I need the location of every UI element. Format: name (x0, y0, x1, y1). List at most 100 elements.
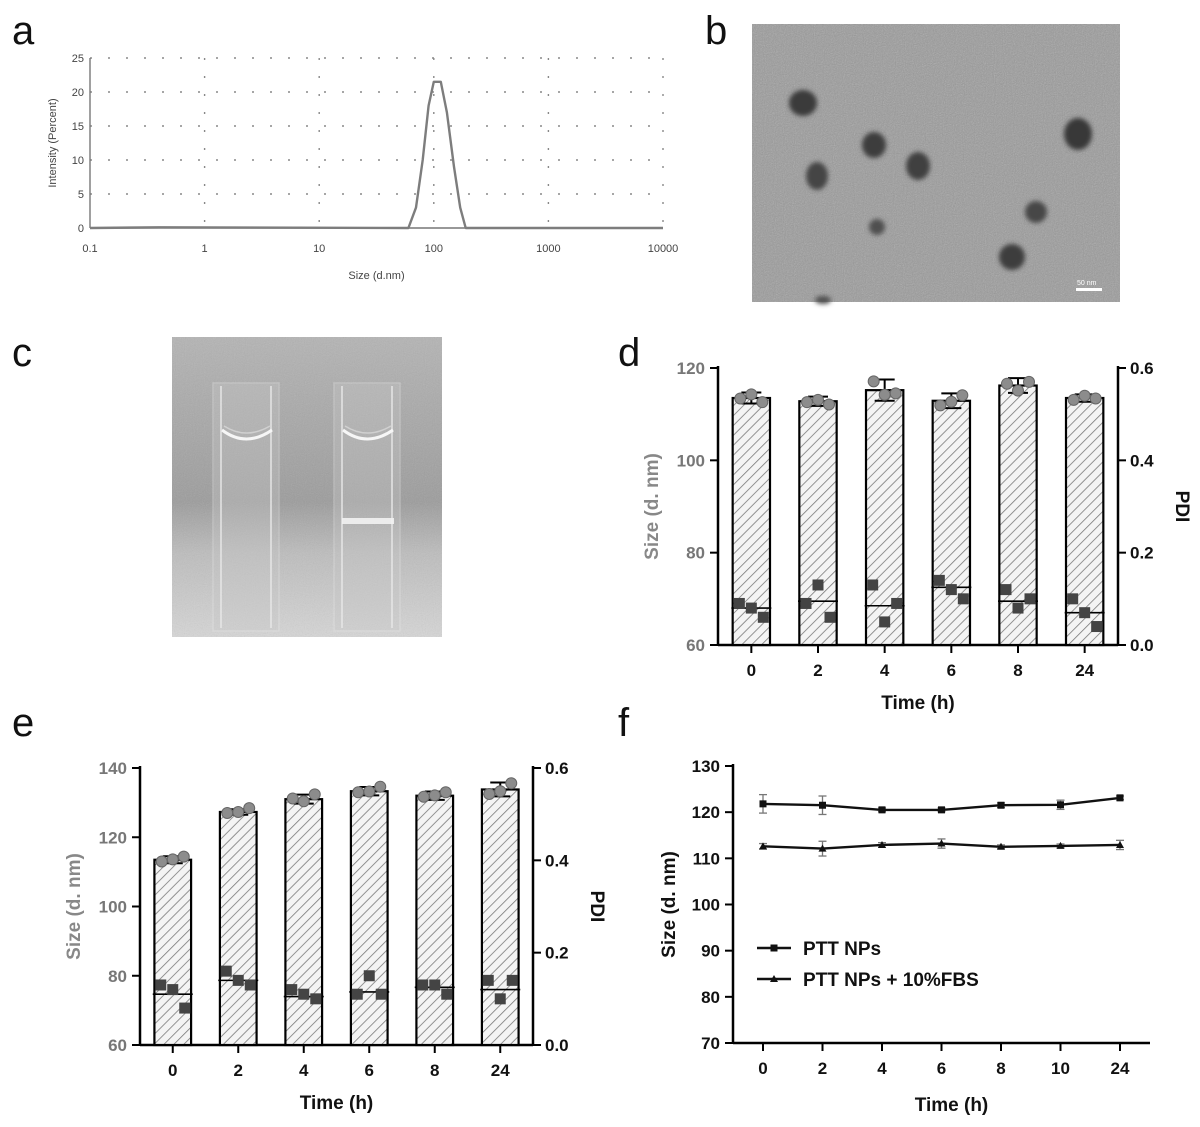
pdi-point (812, 579, 824, 591)
pdi-point (1079, 607, 1091, 619)
y-tick-label: 80 (701, 988, 720, 1007)
pdi-point (879, 616, 891, 628)
pdi-point (232, 974, 244, 986)
pdi-point (363, 970, 375, 982)
pdi-point (800, 597, 812, 609)
size-point (166, 853, 179, 866)
size-bar (415, 794, 455, 1047)
size-point (867, 375, 880, 388)
size-point (812, 393, 824, 406)
left-tick-label: 60 (686, 636, 705, 655)
data-point-triangle (759, 842, 767, 850)
size-point (956, 389, 969, 402)
legend-label: PTT NPs (803, 939, 881, 960)
size-point (745, 388, 758, 401)
x-tick-label: 6 (937, 1059, 946, 1078)
pdi-point (167, 984, 179, 996)
x-tick-label: 4 (299, 1061, 309, 1080)
pdi-point (933, 574, 945, 586)
x-tick-label: 8 (1013, 661, 1022, 680)
data-point-square (938, 806, 945, 814)
y-tick-label: 120 (692, 803, 720, 822)
y-tick-label: 100 (692, 896, 720, 915)
size-point (1023, 375, 1035, 388)
right-tick-label: 0.0 (1130, 636, 1154, 655)
x-tick-label: 0 (168, 1061, 177, 1080)
y-tick-label: 25 (72, 53, 84, 65)
pdi-point (1067, 593, 1079, 605)
pdi-point (824, 611, 836, 623)
size-point (823, 398, 835, 411)
x-tick-label: 6 (365, 1061, 374, 1080)
panel-label-e: e (12, 701, 34, 745)
data-point-triangle (818, 844, 827, 852)
pdi-point (867, 579, 879, 591)
size-point (177, 850, 190, 863)
cuvette-photo (172, 337, 442, 637)
pdi-point (494, 993, 506, 1005)
pdi-point (298, 988, 310, 1000)
right-tick-label: 0.6 (1130, 359, 1154, 378)
size-point (945, 395, 958, 408)
pdi-point (441, 988, 453, 1000)
distribution-line (89, 80, 663, 230)
size-point (417, 790, 430, 803)
size-point (1012, 384, 1024, 397)
size-point (756, 396, 769, 409)
legend-label: PTT NPs + 10%FBS (803, 970, 979, 991)
size-bar (218, 810, 258, 1047)
data-point-square (1057, 801, 1064, 809)
size-point (297, 795, 310, 808)
y-tick-label: 90 (701, 942, 720, 961)
x-tick-label: 24 (491, 1061, 510, 1080)
scale-bar-label: 50 nm (1077, 280, 1097, 287)
right-tick-label: 0.6 (545, 759, 569, 778)
scale-bar (1076, 288, 1102, 291)
pdi-point (733, 597, 745, 609)
size-point (1078, 389, 1091, 402)
data-point-square (878, 806, 886, 814)
size-point (734, 392, 747, 405)
x-tick-label: 10 (313, 243, 325, 255)
right-tick-label: 0.0 (545, 1036, 569, 1055)
tem-particles (789, 90, 1092, 304)
x-tick-label: 0 (758, 1059, 767, 1078)
size-point (1001, 377, 1013, 390)
legend-marker-square (770, 944, 778, 952)
data-point-triangle (1056, 841, 1065, 849)
left-axis-label: Size (d. nm) (64, 853, 85, 960)
data-point-square (819, 801, 826, 809)
cuvette-right (333, 382, 401, 632)
tem-micrograph-image: 50 nm (752, 24, 1120, 304)
pdi-point (1012, 602, 1024, 614)
size-point (243, 802, 256, 815)
y-tick-label: 70 (701, 1034, 720, 1053)
size-point (308, 788, 321, 801)
size-bar (284, 798, 324, 1047)
left-tick-label: 60 (108, 1036, 127, 1055)
legend-marker-triangle (770, 975, 778, 982)
size-point (221, 807, 234, 820)
left-axis-label: Size (d. nm) (642, 453, 663, 560)
x-axis-label: Time (h) (300, 1093, 374, 1114)
y-axis-label: Size (d. nm) (659, 851, 680, 958)
y-tick-label: 130 (692, 757, 720, 776)
size-point (505, 777, 518, 790)
right-axis-label: PDI (1171, 491, 1192, 523)
left-tick-label: 80 (108, 967, 127, 986)
x-tick-label: 100 (425, 243, 443, 255)
y-tick-label: 10 (72, 155, 84, 167)
y-tick-label: 15 (72, 121, 84, 133)
y-tick-label: 20 (72, 87, 84, 99)
size-point (363, 785, 376, 798)
size-point (889, 387, 902, 400)
left-tick-label: 120 (677, 359, 705, 378)
panel-label-d: d (618, 331, 640, 375)
y-axis-label: Intensity (Percent) (47, 98, 59, 187)
x-tick-label: 10000 (648, 243, 679, 255)
size-point (286, 792, 299, 805)
left-tick-label: 100 (99, 898, 127, 917)
y-tick-label: 0 (78, 223, 84, 235)
size-point (155, 855, 168, 868)
